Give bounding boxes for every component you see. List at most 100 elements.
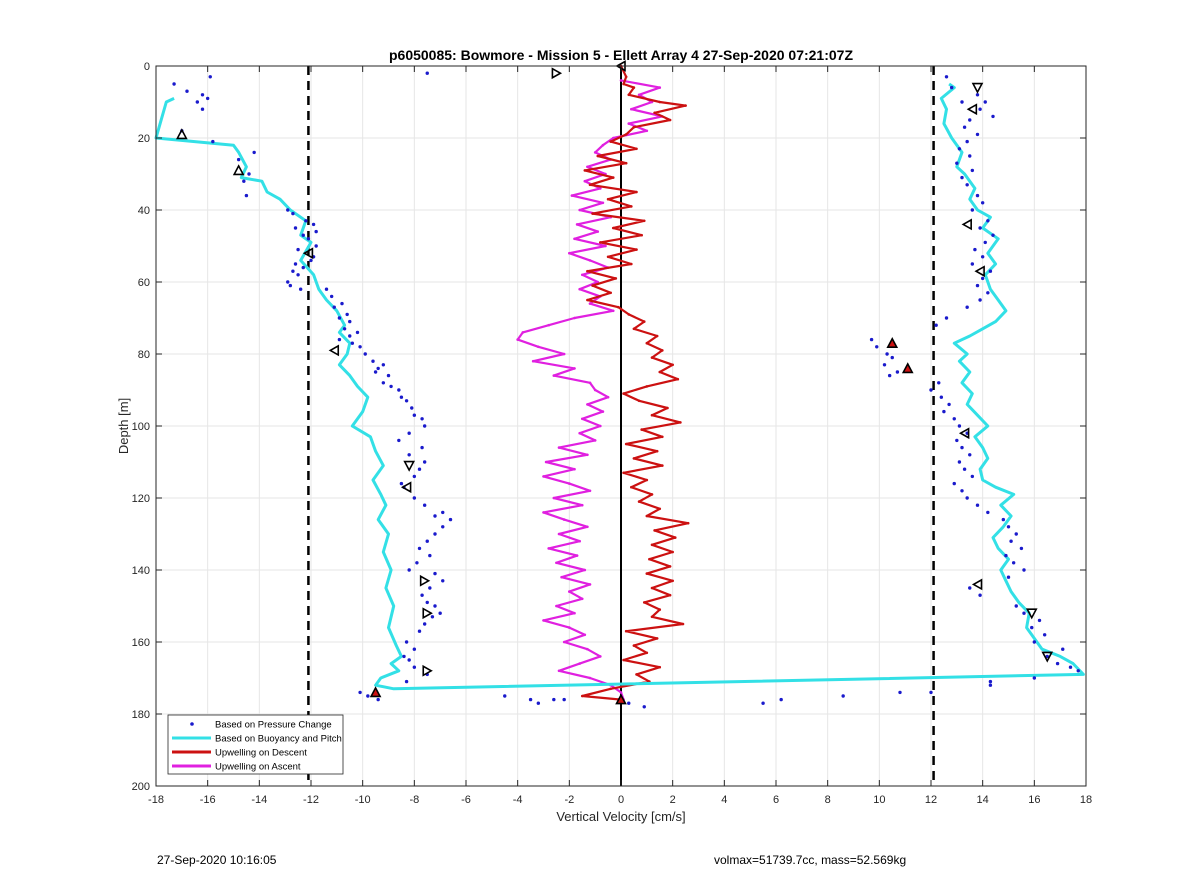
- pressure-change-point: [983, 240, 987, 245]
- upwelling-on-descent-point: [661, 464, 664, 467]
- event-marker-tri-up: [615, 693, 627, 705]
- upwelling-on-descent-point: [681, 622, 685, 626]
- upwelling-on-descent-point: [632, 644, 636, 647]
- x-tick-label: 6: [773, 794, 779, 806]
- series-based-on-pressure-change: [172, 71, 1080, 709]
- reference-lines: [307, 66, 935, 786]
- pressure-change-point: [422, 424, 427, 428]
- pressure-change-point: [960, 175, 964, 180]
- pressure-change-point: [195, 100, 200, 104]
- pressure-change-point: [412, 496, 417, 500]
- upwelling-on-ascent-point: [593, 151, 597, 154]
- upwelling-on-ascent-point: [583, 633, 587, 637]
- pressure-change-point: [247, 172, 251, 176]
- pressure-change-point: [965, 305, 969, 309]
- upwelling-on-ascent-point: [570, 194, 574, 197]
- upwelling-on-ascent-point: [552, 496, 556, 500]
- pressure-change-point: [410, 406, 414, 410]
- pressure-change-point: [968, 453, 972, 457]
- event-marker-tri-right: [551, 67, 563, 80]
- pressure-change-point: [433, 532, 437, 536]
- event-marker-tri-up: [369, 686, 382, 698]
- upwelling-on-ascent-point: [606, 395, 610, 399]
- upwelling-on-descent-point: [648, 557, 651, 561]
- upwelling-on-descent-point: [668, 593, 672, 597]
- event-marker-tri-right: [419, 574, 431, 587]
- x-tick-label: -8: [409, 794, 419, 806]
- pressure-change-point: [841, 694, 845, 698]
- pressure-change-point: [422, 503, 427, 507]
- upwelling-on-descent-point: [586, 269, 589, 273]
- pressure-change-point: [890, 355, 894, 360]
- upwelling-on-ascent-point: [562, 640, 566, 644]
- upwelling-on-ascent-point: [573, 467, 576, 471]
- pressure-change-point: [1055, 661, 1060, 666]
- upwelling-on-descent-point: [650, 413, 654, 417]
- upwelling-on-descent-point: [658, 608, 662, 611]
- legend-box: [167, 714, 344, 775]
- pressure-change-point: [296, 273, 300, 277]
- pressure-change-point: [355, 330, 360, 335]
- x-tick-labels: -18 -16 -14 -12 -10 -8 -6 -4 -2 0 2 4 6 8 10 12 14 16 18: [148, 794, 1092, 806]
- event-marker-tri-left: [961, 218, 972, 231]
- upwelling-on-ascent-point: [619, 691, 623, 694]
- upwelling-on-ascent-point: [588, 302, 592, 305]
- pressure-change-point: [960, 489, 964, 493]
- x-tick-label: 10: [873, 794, 885, 806]
- event-marker-tri-down: [1025, 608, 1038, 620]
- upwelling-on-ascent-point: [580, 597, 584, 601]
- upwelling-on-ascent-point: [588, 676, 592, 680]
- y-tick-label: 200: [132, 781, 150, 793]
- pressure-change-point: [291, 269, 295, 273]
- pressure-change-point: [397, 438, 401, 443]
- pressure-change-point: [1009, 539, 1013, 543]
- pressure-change-point: [397, 388, 401, 392]
- upwelling-on-descent-point: [661, 349, 664, 352]
- upwelling-on-ascent-point: [588, 259, 592, 262]
- pressure-change-point: [642, 705, 646, 709]
- pressure-change-point: [957, 424, 962, 428]
- pressure-change-point: [949, 85, 954, 90]
- pressure-change-point: [363, 352, 367, 356]
- pressure-change-point: [957, 460, 962, 464]
- pressure-change-point: [1022, 568, 1026, 572]
- upwelling-on-descent-point: [650, 615, 654, 619]
- upwelling-on-ascent-point: [531, 359, 535, 363]
- pressure-change-point: [942, 409, 946, 414]
- upwelling-on-ascent-point: [578, 287, 581, 291]
- legend: Based on Pressure Change Based on Buoyanc…: [167, 714, 344, 775]
- pressure-change-point: [983, 100, 987, 104]
- upwelling-on-descent-point: [671, 363, 674, 367]
- event-marker-tri-left: [302, 247, 314, 260]
- upwelling-on-ascent-point: [542, 619, 545, 622]
- event-marker-tri-left: [958, 427, 970, 440]
- legend-label: Upwelling on Descent: [215, 748, 307, 759]
- pressure-change-point: [970, 474, 975, 479]
- pressure-change-point: [980, 276, 985, 281]
- upwelling-on-descent-point: [650, 493, 654, 496]
- pressure-change-point: [988, 679, 993, 684]
- pressure-change-point: [314, 229, 318, 234]
- pressure-change-point: [875, 345, 879, 349]
- pressure-change-point: [1019, 546, 1024, 551]
- upwelling-on-descent-point: [630, 262, 633, 266]
- y-tick-label: 0: [144, 61, 150, 73]
- legend-entry: Based on Buoyancy and Pitch: [172, 734, 342, 745]
- pressure-change-point: [412, 474, 417, 479]
- pressure-change-point: [420, 593, 424, 597]
- upwelling-on-descent-point: [645, 341, 649, 345]
- upwelling-on-descent-point: [609, 687, 612, 691]
- upwelling-on-descent-point: [624, 161, 628, 165]
- upwelling-on-descent-point: [642, 601, 646, 604]
- upwelling-on-descent-point: [679, 421, 682, 424]
- upwelling-on-ascent-point: [557, 532, 561, 536]
- pressure-change-point: [952, 481, 956, 486]
- upwelling-on-descent-point: [653, 529, 656, 532]
- pressure-change-point: [298, 287, 303, 291]
- x-tick-label: -12: [303, 794, 319, 806]
- upwelling-on-descent-point: [640, 428, 643, 431]
- upwelling-on-descent-point: [668, 118, 672, 122]
- pressure-change-point: [329, 294, 334, 299]
- chart-title: p6050085: Bowmore - Mission 5 - Ellett A…: [389, 47, 853, 63]
- upwelling-on-ascent-point: [547, 547, 550, 550]
